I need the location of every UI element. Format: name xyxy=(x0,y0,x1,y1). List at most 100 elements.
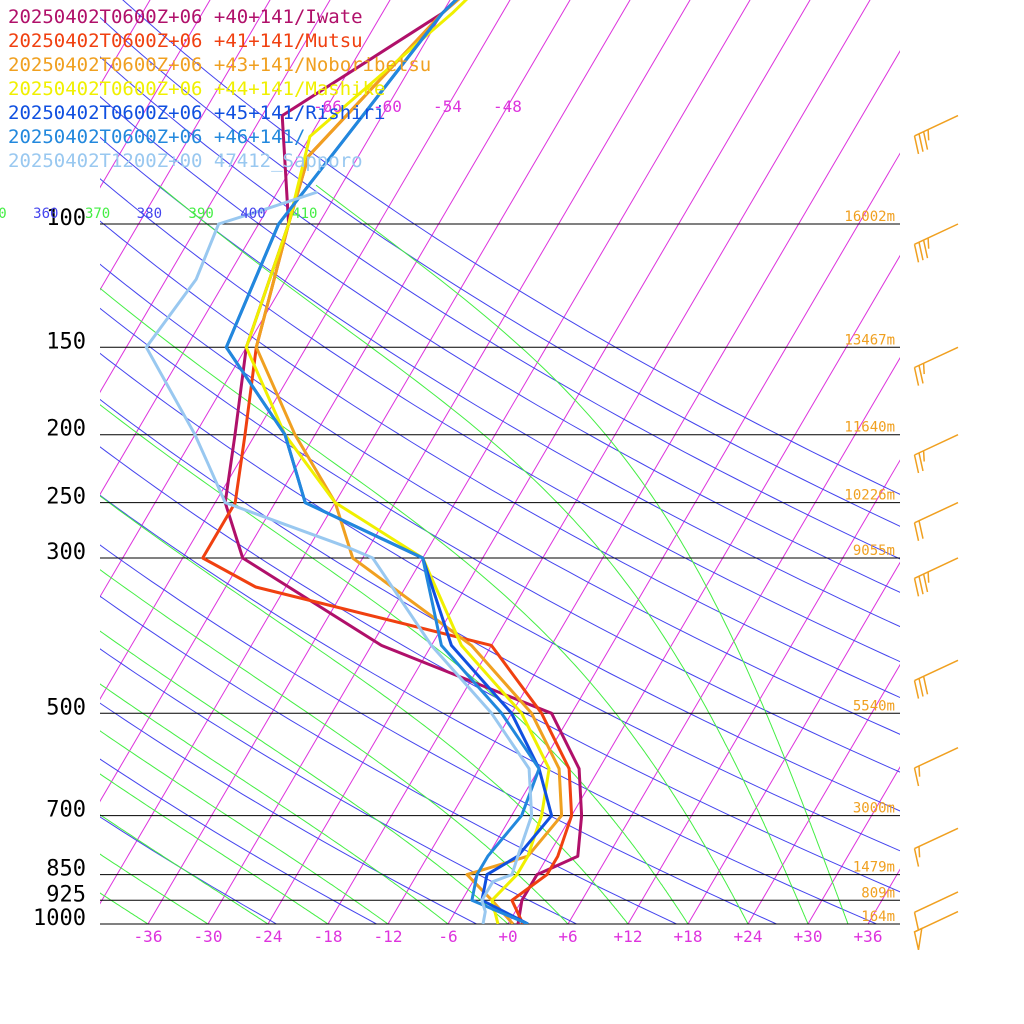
legend-entry: 20250402T0600Z+06 +45+141/Rishiri xyxy=(8,102,386,124)
dry-adiabat-line xyxy=(100,595,677,924)
dry-adiabat-line xyxy=(100,95,900,593)
isotherm-line xyxy=(387,50,900,924)
temperature-tick-label: +36 xyxy=(854,927,883,946)
height-label: 16002m xyxy=(844,209,895,225)
isotherm-line xyxy=(100,0,331,394)
pressure-tick-label: 1000 xyxy=(33,906,86,931)
height-label: 164m xyxy=(861,909,895,925)
pressure-tick-label: 150 xyxy=(46,329,86,354)
temperature-tick-label: +6 xyxy=(558,927,577,946)
wind-barb xyxy=(913,557,959,597)
isotherm-line xyxy=(100,0,571,803)
isotherm-line xyxy=(267,0,811,924)
temperature-tick-label: -18 xyxy=(314,927,343,946)
isotherm-line xyxy=(507,254,900,924)
moist-adiabat-line xyxy=(100,730,389,924)
isotherm-line xyxy=(747,663,900,924)
upper-temperature-tick-label: -66 xyxy=(313,97,342,116)
pressure-tick-label: 250 xyxy=(46,485,86,510)
wind-barb xyxy=(913,346,959,386)
dry-adiabat-line xyxy=(100,352,900,812)
dry-adiabat-line xyxy=(122,0,900,495)
dry-adiabat-line xyxy=(100,263,900,735)
upper-temperature-tick-label: -60 xyxy=(373,97,402,116)
dry-adiabat-line xyxy=(100,16,900,527)
legend-entry: 20250402T0600Z+06 +44+141/Mashike xyxy=(8,78,386,100)
moist-adiabat-lines xyxy=(100,184,849,924)
isotherm-line xyxy=(100,0,631,905)
moist-adiabat-line xyxy=(100,404,689,924)
theta-tick-label: 410 xyxy=(292,206,317,222)
pressure-tick-label: 500 xyxy=(46,695,86,720)
legend: 20250402T0600Z+06 +40+141/Iwate 20250402T… xyxy=(8,5,431,173)
isotherm-line xyxy=(687,561,900,924)
dry-adiabat-line xyxy=(100,494,877,924)
height-label: 5540m xyxy=(853,698,895,714)
temperature-tick-label: -24 xyxy=(254,927,283,946)
theta-tick-label: 360 xyxy=(33,206,58,222)
theta-tick-label: 400 xyxy=(240,206,265,222)
isobar-lines: 100 16002m 150 13467m 200 11640m 250 10226m 300 9… xyxy=(33,206,900,931)
series-line xyxy=(144,190,534,924)
isotherm-line xyxy=(627,459,900,924)
temperature-tick-label: -6 xyxy=(438,927,457,946)
dry-adiabat-line xyxy=(100,702,477,924)
pressure-tick-label: 700 xyxy=(46,798,86,823)
wind-barb xyxy=(913,910,959,951)
wind-barb xyxy=(913,223,959,263)
wind-barb xyxy=(913,659,959,699)
dry-adiabat-line xyxy=(100,544,777,924)
isotherm-line xyxy=(867,868,900,924)
legend-entry: 20250402T0600Z+06 +40+141/Iwate xyxy=(8,6,363,28)
moist-adiabat-line xyxy=(100,287,749,924)
temperature-tick-label: +18 xyxy=(674,927,703,946)
wind-barb xyxy=(913,747,959,787)
moist-adiabat-line xyxy=(100,773,329,924)
temperature-tick-label: +30 xyxy=(794,927,823,946)
pressure-tick-label: 200 xyxy=(46,417,86,442)
dry-adiabat-lines xyxy=(100,0,900,924)
upper-temperature-tick-label: -48 xyxy=(493,97,522,116)
wind-barb xyxy=(913,434,959,474)
temperature-tick-label: +0 xyxy=(498,927,517,946)
temperature-tick-label: -36 xyxy=(134,927,163,946)
pressure-tick-label: 100 xyxy=(46,206,86,231)
wind-barb xyxy=(913,114,959,155)
pressure-tick-label: 300 xyxy=(46,540,86,565)
wind-barb xyxy=(913,891,959,931)
temperature-tick-label: +12 xyxy=(614,927,643,946)
wind-barb xyxy=(913,827,959,867)
wind-barb xyxy=(913,501,959,541)
theta-tick-label: 390 xyxy=(189,206,214,222)
height-label: 11640m xyxy=(844,420,895,436)
moist-adiabat-line xyxy=(158,184,809,924)
legend-entry: 20250402T1200Z+00 47412_Sapporo xyxy=(8,150,363,172)
moist-adiabat-line xyxy=(100,814,269,924)
theta-tick-label: 350 xyxy=(0,206,7,222)
series-line xyxy=(244,0,551,924)
dry-adiabat-line xyxy=(100,446,900,893)
pressure-tick-label: 850 xyxy=(46,857,86,882)
legend-entry: 20250402T0600Z+06 +41+141/Mutsu xyxy=(8,30,363,52)
dry-adiabat-line xyxy=(100,178,900,663)
dry-adiabat-line xyxy=(100,648,577,924)
axis-labels: -36 -30 -24 -18 -12 -6 +0 +6 +12 +18 +24 +30 +36 -66 -… xyxy=(0,97,882,946)
isotherm-line xyxy=(567,357,900,924)
isotherm-line xyxy=(147,0,691,924)
dry-adiabat-line xyxy=(100,220,900,699)
moist-adiabat-line xyxy=(100,853,209,924)
moist-adiabat-line xyxy=(100,683,449,924)
height-label: 9055m xyxy=(853,543,895,559)
height-label: 1479m xyxy=(853,860,895,876)
isotherm-lines xyxy=(100,0,900,924)
height-label: 10226m xyxy=(844,488,895,504)
moist-adiabat-line xyxy=(315,184,849,924)
dry-adiabat-line xyxy=(100,56,900,560)
wind-barbs xyxy=(913,114,959,951)
temperature-tick-label: -30 xyxy=(194,927,223,946)
pressure-tick-label: 925 xyxy=(46,882,86,907)
series-line xyxy=(224,0,541,924)
temperature-tick-label: -12 xyxy=(374,927,403,946)
dry-adiabat-line xyxy=(100,136,900,628)
